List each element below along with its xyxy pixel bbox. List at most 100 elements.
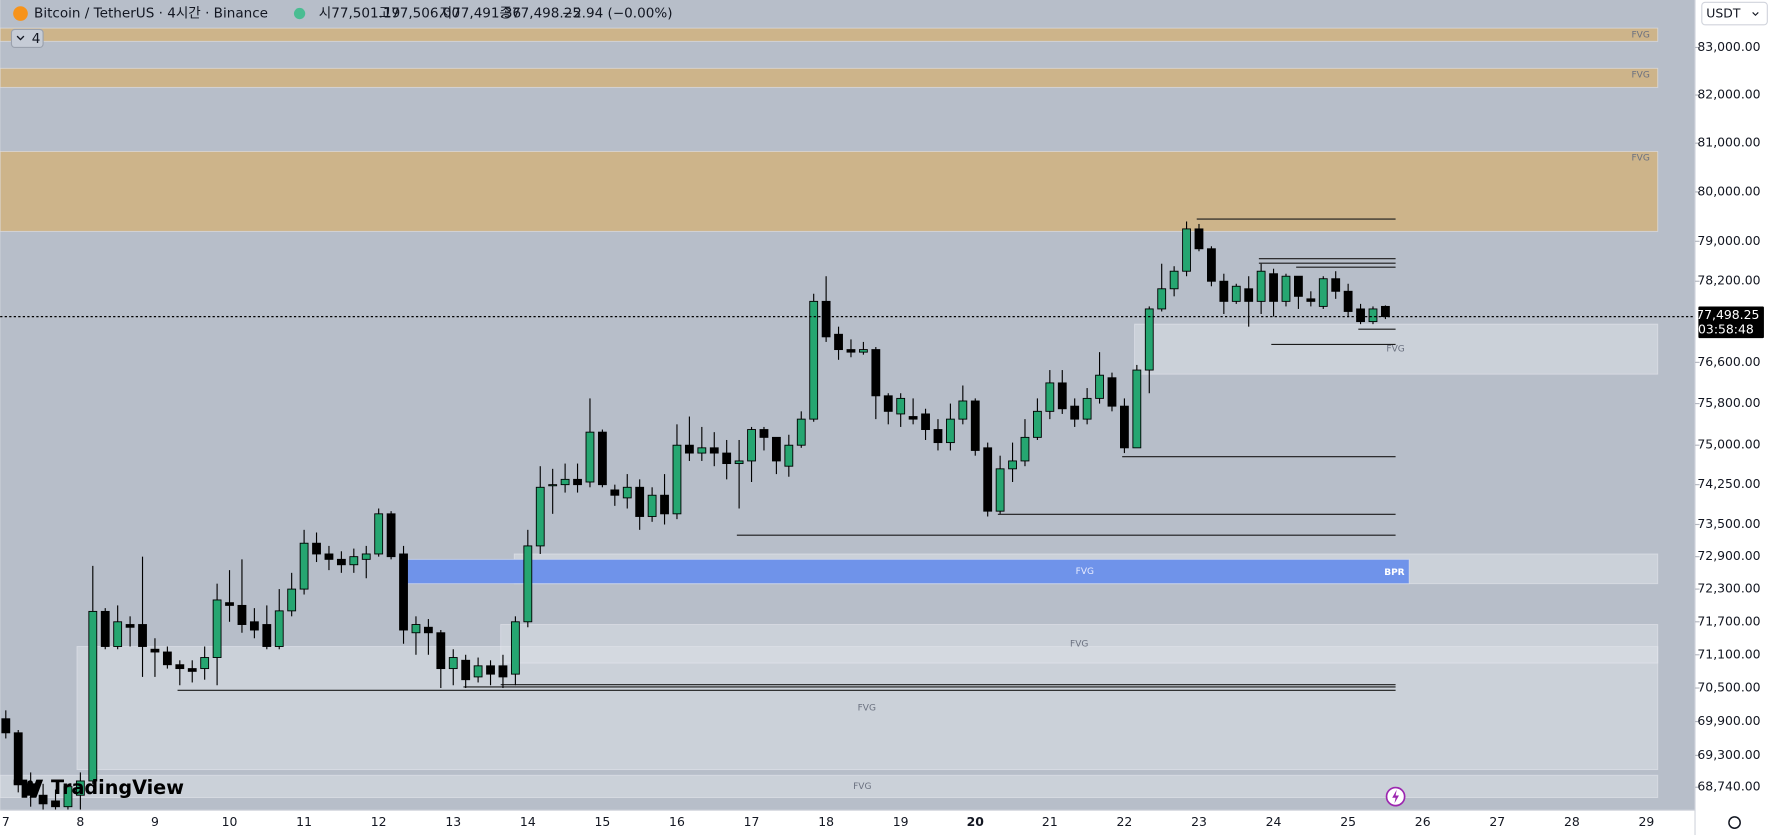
candle-body (113, 621, 123, 647)
y-tick-label: 81,000.00 (1697, 135, 1760, 150)
candle-body (1095, 374, 1104, 399)
candle-body (510, 621, 520, 675)
candle-body (312, 542, 321, 555)
currency-button[interactable]: USDT (1701, 1, 1768, 26)
candle-body (249, 621, 259, 631)
collapse-button[interactable]: 4 (10, 28, 44, 49)
y-tick-label: 71,700.00 (1697, 613, 1760, 628)
candle-body (1, 718, 11, 734)
y-tick-label: 80,000.00 (1697, 183, 1760, 198)
fvg-zone (406, 558, 1410, 585)
x-tick-label: 23 (1191, 814, 1207, 829)
candle-body (436, 632, 446, 670)
market-status (293, 7, 306, 20)
candle-body (1120, 405, 1129, 449)
x-tick-label: 29 (1639, 814, 1655, 829)
last-price-box (1698, 306, 1764, 339)
candle-body (983, 447, 993, 512)
candle-body (1132, 369, 1142, 449)
candle-body (821, 300, 831, 338)
y-tick-label: 76,600.00 (1697, 354, 1760, 369)
fvg-zone (0, 67, 1659, 88)
candle-body (1381, 305, 1390, 318)
x-tick-label: 18 (818, 814, 834, 829)
fvg-zone (0, 774, 1659, 798)
candle-body (548, 484, 558, 487)
candle-body (1281, 275, 1291, 302)
candle-body (336, 558, 346, 566)
candle-body (1194, 228, 1204, 250)
candle-body (473, 665, 483, 678)
candle-body (13, 732, 23, 785)
candle-body (697, 447, 707, 454)
candle-body (1144, 308, 1154, 371)
x-tick-label: 24 (1266, 814, 1282, 829)
candle-body (684, 444, 694, 454)
candle-body (1343, 290, 1353, 312)
candle-body (1057, 382, 1067, 410)
candle-body (1294, 275, 1303, 297)
candle-body (908, 416, 918, 420)
candle-body (535, 486, 545, 547)
candle-body (1368, 308, 1378, 323)
candle-body (635, 486, 645, 517)
candle-body (1219, 280, 1229, 302)
candle-body (523, 545, 533, 623)
candle-body (945, 418, 955, 444)
candle-body (51, 800, 60, 808)
fvg-zone (0, 27, 1659, 42)
ohlc-high: 고77,506.00 (379, 6, 460, 22)
candle-body (1182, 228, 1191, 272)
x-tick-label: 27 (1489, 814, 1505, 829)
candle-body (374, 513, 384, 555)
candle-body (1256, 270, 1266, 302)
zone-label: FVG (1631, 71, 1649, 81)
candle-body (486, 665, 495, 675)
candle-body (610, 489, 620, 496)
candle-body (361, 553, 371, 560)
candle-body (734, 460, 744, 465)
candle-body (834, 333, 843, 351)
symbol-title: Bitcoin / TetherUS · 4시간 · Binance (34, 6, 268, 22)
y-tick-label: 70,500.00 (1697, 680, 1760, 695)
candle-body (672, 444, 682, 515)
candle-body (187, 668, 197, 672)
candle-body (933, 429, 943, 444)
collapse-count: 4 (32, 31, 41, 47)
candle-body (349, 556, 359, 566)
candle-body (100, 610, 110, 647)
settings-icon[interactable] (1728, 816, 1741, 829)
fvg-zone (0, 150, 1659, 232)
candle-body (461, 659, 471, 681)
price-axis (1695, 0, 1772, 835)
x-tick-label: 11 (296, 814, 312, 829)
candle-body (1269, 273, 1278, 302)
candle-body (411, 624, 421, 634)
ohlc-open: 시77,501.19 (319, 6, 400, 22)
candle-body (125, 624, 135, 628)
candle-body (423, 626, 433, 634)
coin-icon (13, 6, 28, 21)
x-tick-label: 19 (893, 814, 909, 829)
candle-body (560, 478, 570, 486)
candle-body (846, 349, 856, 353)
logo-text: TradingView (51, 776, 184, 799)
fvg-zone (500, 624, 1659, 664)
y-tick-label: 78,200.00 (1697, 273, 1760, 288)
zone-tag: BPR (1384, 568, 1404, 578)
x-tick-label: 28 (1564, 814, 1580, 829)
candle-body (722, 452, 732, 465)
y-tick-label: 72,900.00 (1697, 548, 1760, 563)
candle-body (858, 349, 868, 353)
y-tick-label: 82,000.00 (1697, 87, 1760, 102)
candle-body (1033, 410, 1042, 438)
candle-body (299, 542, 309, 590)
candle-body (287, 588, 297, 612)
x-tick-label: 20 (967, 814, 985, 829)
y-tick-label: 74,250.00 (1697, 476, 1760, 491)
x-tick-label: 17 (744, 814, 760, 829)
x-tick-label: 21 (1042, 814, 1058, 829)
last-price-label: 77,498.25 (1696, 307, 1759, 322)
candle-body (138, 624, 147, 647)
